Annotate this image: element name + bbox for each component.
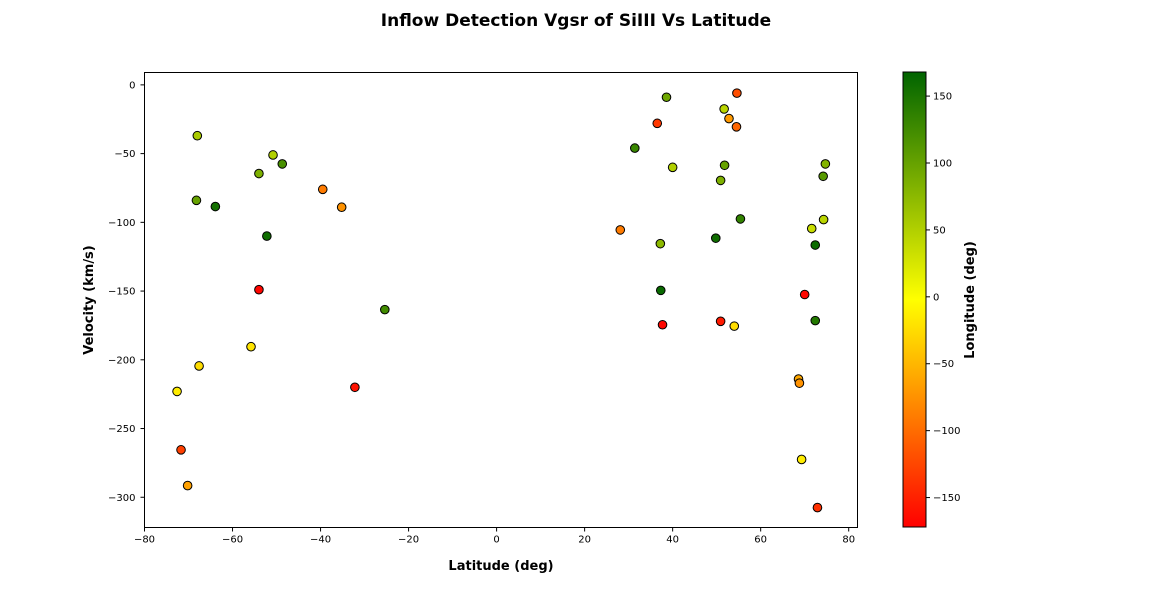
- x-tick-label: −20: [398, 535, 419, 546]
- data-point: [268, 150, 278, 160]
- data-point: [724, 113, 734, 124]
- colorbar-ticks: 150 100 50 0 −50 −100 −150: [926, 92, 960, 504]
- y-axis-label: Velocity (km/s): [82, 245, 97, 355]
- y-tick-label: −250: [108, 424, 135, 435]
- data-point: [652, 118, 663, 129]
- colorbar-tick-label: 0: [933, 292, 939, 303]
- x-axis: −80 −60 −40 −20 0 20 40 60 80: [134, 527, 855, 546]
- x-tick-label: −60: [222, 535, 243, 546]
- data-points: [172, 88, 831, 513]
- data-point: [729, 321, 740, 331]
- data-point: [731, 121, 742, 132]
- data-point: [380, 304, 390, 315]
- y-tick-label: −100: [108, 218, 135, 229]
- x-tick-label: 0: [493, 535, 499, 546]
- data-point: [735, 214, 746, 224]
- colorbar-tick-label: 150: [933, 92, 952, 103]
- colorbar-label: Longitude (deg): [963, 241, 978, 359]
- data-point: [661, 92, 672, 103]
- chart-title: Inflow Detection Vgsr of SiIII Vs Latitu…: [381, 11, 771, 31]
- colorbar-gradient: [902, 71, 927, 528]
- data-point: [719, 104, 729, 114]
- data-point: [667, 162, 678, 173]
- data-point: [317, 184, 328, 195]
- data-point: [719, 160, 730, 171]
- x-tick-label: 80: [842, 535, 855, 546]
- data-point: [262, 231, 272, 241]
- data-point: [794, 378, 805, 388]
- data-point: [615, 225, 626, 235]
- data-point: [812, 502, 823, 513]
- x-tick-label: 60: [754, 535, 767, 546]
- data-point: [818, 171, 828, 182]
- data-point: [655, 285, 666, 296]
- colorbar-tick-label: 100: [933, 159, 952, 170]
- data-point: [806, 223, 817, 234]
- data-point: [810, 240, 821, 250]
- data-point: [277, 159, 288, 169]
- x-axis-label: Latitude (deg): [448, 559, 553, 574]
- data-point: [192, 130, 203, 141]
- data-point: [818, 214, 829, 225]
- data-point: [210, 201, 221, 212]
- y-axis: 0 −50 −100 −150 −200 −250 −300: [108, 80, 145, 504]
- colorbar-tick-label: −150: [933, 493, 960, 504]
- y-tick-label: −300: [108, 493, 135, 504]
- colorbar: 150 100 50 0 −50 −100 −150 Longitude (deg): [902, 71, 978, 528]
- data-point: [254, 284, 264, 295]
- data-point: [172, 386, 182, 397]
- data-point: [796, 454, 807, 465]
- y-tick-label: 0: [129, 80, 135, 91]
- x-tick-label: 20: [578, 535, 591, 546]
- data-point: [820, 159, 831, 169]
- data-point: [732, 88, 742, 98]
- y-tick-label: −50: [114, 149, 135, 160]
- data-point: [657, 319, 668, 330]
- data-point: [655, 238, 666, 249]
- data-point: [715, 316, 726, 327]
- x-tick-label: −40: [310, 535, 331, 546]
- x-tick-label: −80: [134, 535, 155, 546]
- data-point: [629, 143, 640, 153]
- colorbar-tick-label: −50: [933, 359, 954, 370]
- data-point: [710, 233, 721, 243]
- data-point: [254, 168, 264, 179]
- plot-area: [144, 72, 858, 528]
- data-point: [799, 289, 810, 300]
- y-tick-label: −150: [108, 287, 135, 298]
- data-point: [715, 175, 726, 186]
- plot-frame: [144, 72, 858, 528]
- y-tick-label: −200: [108, 355, 135, 366]
- data-point: [350, 382, 360, 393]
- data-point: [191, 195, 202, 206]
- data-point: [182, 480, 193, 491]
- data-point: [194, 361, 204, 371]
- colorbar-tick-label: −100: [933, 426, 960, 437]
- data-point: [810, 315, 821, 326]
- data-point: [176, 445, 186, 455]
- data-point: [246, 341, 256, 352]
- data-point: [336, 202, 347, 213]
- colorbar-tick-label: 50: [933, 225, 946, 236]
- x-tick-label: 40: [666, 535, 679, 546]
